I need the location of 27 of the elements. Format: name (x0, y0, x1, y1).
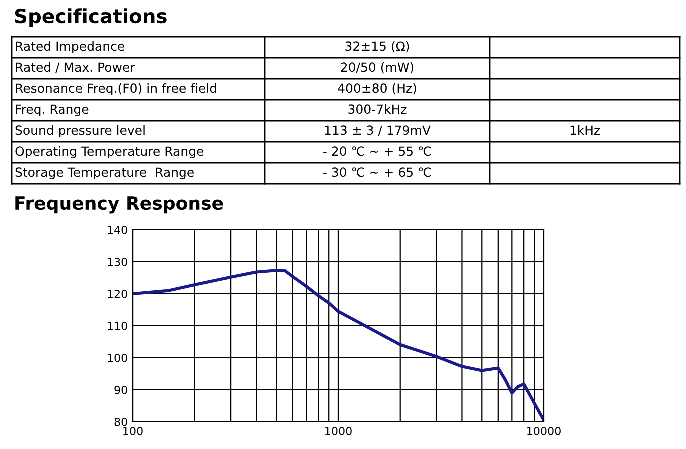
text: - 30 ℃ ~ + 65 ℃ (324, 168, 432, 178)
y-tick-label: 110 (108, 322, 128, 330)
chart-title: Frequency Response (16, 196, 224, 214)
text: Rated / Max. Power (16, 62, 136, 74)
y-tick-label: 140 (108, 226, 128, 234)
y-tick-label: 130 (108, 258, 128, 266)
text: Freq. Range (16, 104, 89, 117)
x-tick-label: 100 (124, 427, 143, 436)
y-tick-label: 80 (114, 418, 128, 426)
text: Operating Temperature Range (16, 146, 204, 159)
text: Rated Impedance (16, 41, 124, 54)
text: Specifications (15, 8, 167, 28)
text: Resonance Freq.(F0) in free field (16, 83, 216, 96)
y-tick-label: 90 (114, 386, 128, 394)
text: 400±80 (Hz) (338, 83, 416, 95)
x-tick-label: 10000 (528, 427, 561, 436)
text: 300-7kHz (348, 104, 407, 114)
y-tick-label: 100 (108, 354, 128, 362)
text: 20/50 (mW) (341, 62, 414, 74)
x-tick-label: 1000 (326, 427, 352, 436)
text: Sound pressure level (16, 125, 145, 138)
text: - 20 ℃ ~ + 55 ℃ (324, 146, 432, 156)
y-tick-label: 120 (108, 290, 128, 298)
text: Storage Temperature Range (16, 168, 194, 180)
text: 32±15 (Ω) (346, 41, 410, 53)
text: 113 ± 3 / 179mV (325, 126, 431, 136)
text: 1kHz (570, 125, 600, 135)
